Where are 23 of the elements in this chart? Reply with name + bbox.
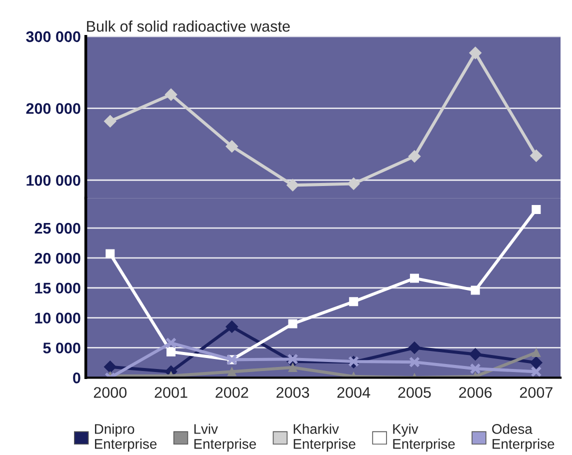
x-tick-label: 2004 [337,387,370,398]
y-tick-label: 0 [73,372,80,384]
y-tick-label: 15 000 [35,282,80,294]
x-tick-label: 2000 [94,387,127,398]
y-tick-label: 5 000 [43,342,80,354]
x-tick-label: 2001 [154,387,188,398]
y-tick-label: 25 000 [34,222,80,234]
chart-title: Bulk of solid radioactive waste [87,20,290,32]
y-tick-label: 200 000 [26,103,80,114]
x-tick-label: 2006 [459,387,492,398]
legend-label: Kyiv Enterprise [393,424,455,452]
x-tick-label: 2005 [398,387,431,398]
y-tick-label: 20 000 [34,252,80,264]
x-tick-label: 2002 [216,387,248,398]
legend-label: Odesa Enterprise [492,424,554,452]
x-tick-label: 2003 [276,387,310,398]
legend-label: Dnipro Enterprise [95,424,157,452]
x-tick-label: 2007 [520,387,552,398]
legend-label: Kharkiv Enterprise [294,424,356,452]
legend-label: Lviv Enterprise [194,424,256,452]
y-tick-label: 100 000 [26,175,80,186]
y-tick-label: 10 000 [35,312,80,324]
y-tick-label: 300 000 [26,31,80,42]
